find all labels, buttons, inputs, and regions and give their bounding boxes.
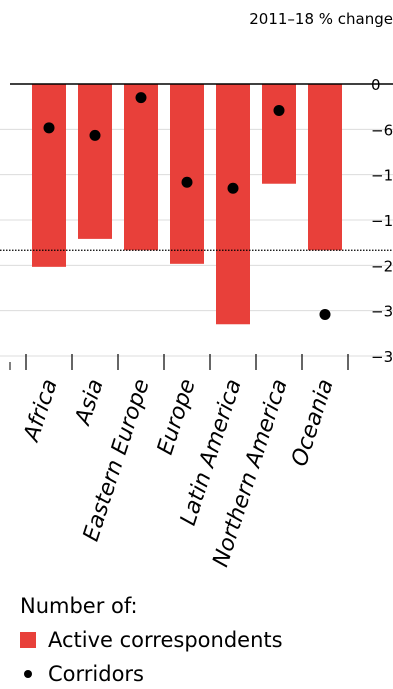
chart: 2011–18 % change 0−6−12−18−24−30−36 Afri… bbox=[0, 10, 393, 571]
corridor-dot-eastern-europe bbox=[135, 92, 147, 104]
corridor-dot-europe bbox=[181, 176, 193, 188]
corridor-dot-northern-america bbox=[273, 104, 285, 116]
y-tick-label: −36 bbox=[371, 348, 393, 366]
legend-dot-swatch bbox=[24, 670, 32, 678]
bar-oceania bbox=[308, 84, 342, 251]
legend-item-active-correspondents: Active correspondents bbox=[20, 627, 283, 653]
corridor-dot-asia bbox=[89, 129, 101, 141]
bars bbox=[32, 84, 342, 325]
legend-item-corridors: Corridors bbox=[20, 661, 144, 687]
y-tick-label: −24 bbox=[371, 257, 393, 275]
corridor-dot-oceania bbox=[319, 308, 331, 320]
bar-africa bbox=[32, 84, 66, 267]
bar-asia bbox=[78, 84, 112, 239]
bar-europe bbox=[170, 84, 204, 264]
corridor-dots bbox=[43, 92, 331, 320]
legend-label-corridors: Corridors bbox=[48, 662, 144, 686]
legend-bar-swatch bbox=[20, 632, 36, 648]
axes bbox=[0, 83, 393, 370]
y-tick-label: −30 bbox=[371, 303, 393, 321]
bar-eastern-europe bbox=[124, 84, 158, 251]
chart-title: 2011–18 % change bbox=[249, 10, 393, 28]
y-tick-label: −12 bbox=[371, 167, 393, 185]
legend-title: Number of: bbox=[20, 594, 138, 618]
bar-latin-america bbox=[216, 84, 250, 325]
y-tick-labels: 0 −6 −12 −18 −24 −30 −36 bbox=[371, 76, 393, 366]
legend-label-active-correspondents: Active correspondents bbox=[48, 628, 283, 652]
bar-northern-america bbox=[262, 84, 296, 184]
y-tick-label: −6 bbox=[371, 121, 393, 139]
corridor-dot-africa bbox=[43, 122, 55, 134]
corridor-dot-latin-america bbox=[227, 182, 239, 194]
y-tick-label: −18 bbox=[371, 212, 393, 230]
y-tick-label: 0 bbox=[371, 76, 381, 94]
